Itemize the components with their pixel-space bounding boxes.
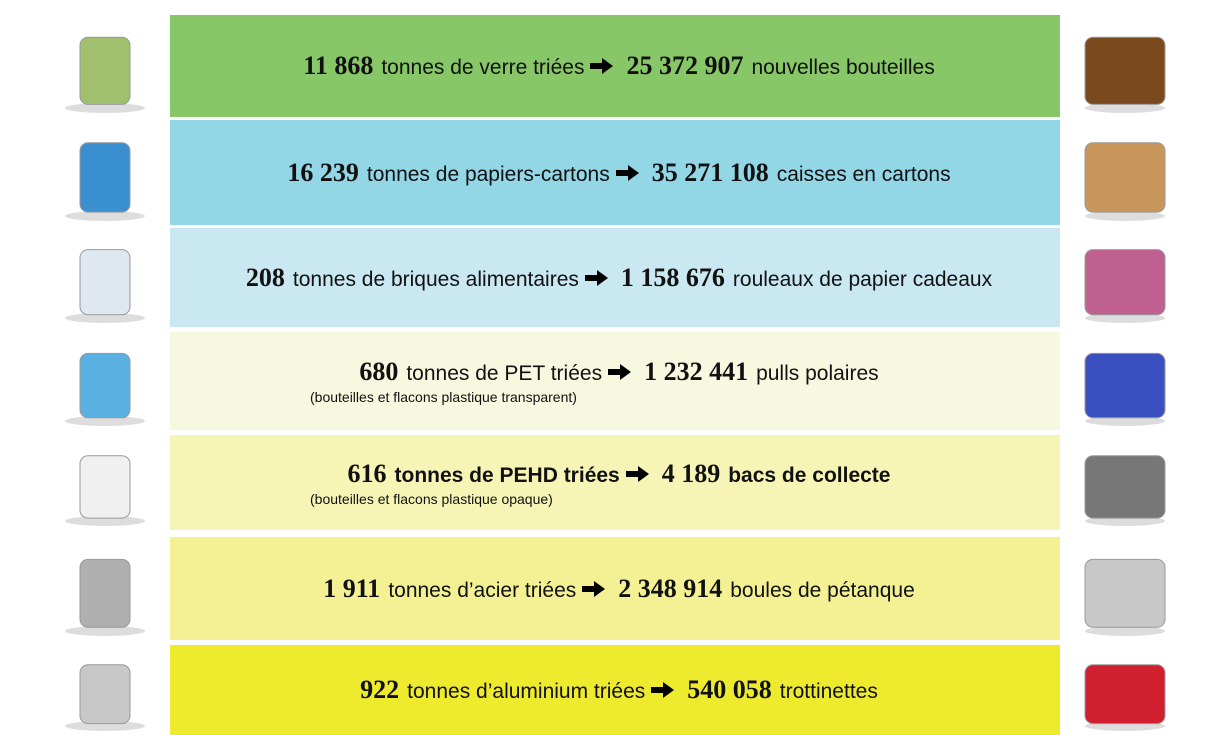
row-line: 11 868 tonnes de verre triées 25 372 907 no… <box>170 51 1060 81</box>
row-band: 1 911 tonnes d’acier triées 2 348 914 boule… <box>170 537 1060 640</box>
output-amount: 4 189 <box>661 458 721 488</box>
arrow <box>608 364 632 380</box>
arrow <box>590 58 614 74</box>
output-amount: 1 232 441 <box>644 357 749 386</box>
output-text: caisses en cartons <box>776 162 951 186</box>
input-amount: 1 911 <box>323 573 381 603</box>
waste-image <box>65 352 145 426</box>
row-line: 16 239 tonnes de papiers-cartons 35 271 10… <box>170 158 1060 188</box>
arrow <box>582 580 606 597</box>
input-text: tonnes de verre triées <box>381 56 585 79</box>
row-note: (bouteilles et flacons plastique opaque) <box>310 490 553 507</box>
output-amount: 1 158 676 <box>620 262 725 292</box>
input-text: tonnes d’acier triées <box>388 578 577 602</box>
output-amount: 35 271 108 <box>651 157 769 187</box>
input-amount: 680 <box>359 357 399 386</box>
product-image <box>1084 249 1166 323</box>
output-text: bacs de collecte <box>728 463 891 487</box>
product-image <box>1084 558 1166 636</box>
waste-image <box>65 249 145 323</box>
row-line: 680 tonnes de PET triées 1 232 441 pulls po… <box>170 357 1060 387</box>
input-amount: 208 <box>245 262 285 292</box>
row-band: 616 tonnes de PEHD triées 4 189 bacs de col… <box>170 435 1060 530</box>
arrow <box>615 164 639 181</box>
arrow <box>625 465 649 482</box>
product-image <box>1084 36 1166 113</box>
arrow <box>584 269 608 286</box>
row-line: 208 tonnes de briques alimentaires 1 158 6… <box>170 263 1060 293</box>
product-image <box>1084 142 1166 221</box>
input-text: tonnes d’aluminium triées <box>407 680 646 703</box>
product-image <box>1084 352 1166 426</box>
output-text: nouvelles bouteilles <box>751 56 935 79</box>
output-text: pulls polaires <box>756 362 879 385</box>
input-amount: 616 <box>347 458 387 488</box>
arrow <box>651 682 675 698</box>
input-text: tonnes de papiers-cartons <box>366 162 610 186</box>
output-text: boules de pétanque <box>730 578 915 602</box>
input-amount: 922 <box>360 675 400 704</box>
row-band: 11 868 tonnes de verre triées 25 372 907 no… <box>170 15 1060 117</box>
row-band: 16 239 tonnes de papiers-cartons 35 271 10… <box>170 120 1060 225</box>
waste-image <box>65 142 145 221</box>
row-line: 922 tonnes d’aluminium triées 540 058 trott… <box>170 675 1060 705</box>
row-band: 922 tonnes d’aluminium triées 540 058 trott… <box>170 645 1060 735</box>
row-line: 1 911 tonnes d’acier triées 2 348 914 boule… <box>170 574 1060 604</box>
input-text: tonnes de PEHD triées <box>394 463 620 487</box>
output-text: trottinettes <box>779 680 878 703</box>
waste-image <box>65 455 145 526</box>
output-amount: 540 058 <box>687 675 772 704</box>
product-image <box>1084 664 1166 731</box>
row-line: 616 tonnes de PEHD triées 4 189 bacs de col… <box>170 459 1060 489</box>
waste-image <box>65 36 145 113</box>
output-text: rouleaux de papier cadeaux <box>732 267 993 291</box>
input-text: tonnes de PET triées <box>406 362 603 385</box>
product-image <box>1084 455 1166 526</box>
output-amount: 2 348 914 <box>618 573 723 603</box>
waste-image <box>65 558 145 636</box>
input-amount: 11 868 <box>303 51 374 80</box>
output-amount: 25 372 907 <box>626 51 744 80</box>
input-amount: 16 239 <box>287 157 359 187</box>
waste-image <box>65 664 145 731</box>
row-band: 680 tonnes de PET triées 1 232 441 pulls po… <box>170 332 1060 430</box>
row-note: (bouteilles et flacons plastique transpa… <box>310 389 577 405</box>
input-text: tonnes de briques alimentaires <box>292 267 579 291</box>
row-band: 208 tonnes de briques alimentaires 1 158 6… <box>170 228 1060 327</box>
